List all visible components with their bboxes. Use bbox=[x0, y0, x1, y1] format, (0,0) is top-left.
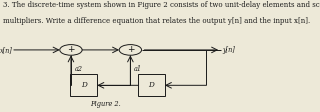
Text: D: D bbox=[148, 81, 154, 89]
Text: y[n]: y[n] bbox=[222, 46, 235, 54]
Text: x[n]: x[n] bbox=[0, 46, 13, 54]
Bar bbox=[138, 74, 165, 96]
Text: D: D bbox=[81, 81, 87, 89]
Text: a1: a1 bbox=[134, 65, 142, 73]
Text: Figure 2.: Figure 2. bbox=[91, 100, 121, 108]
Text: +: + bbox=[67, 45, 75, 54]
Bar bbox=[70, 74, 97, 96]
Text: 3. The discrete-time system shown in Figure 2 consists of two unit-delay element: 3. The discrete-time system shown in Fig… bbox=[4, 1, 320, 9]
Text: multipliers. Write a difference equation that relates the output y[n] and the in: multipliers. Write a difference equation… bbox=[4, 17, 311, 25]
Text: +: + bbox=[127, 45, 134, 54]
Text: a2: a2 bbox=[75, 65, 83, 73]
